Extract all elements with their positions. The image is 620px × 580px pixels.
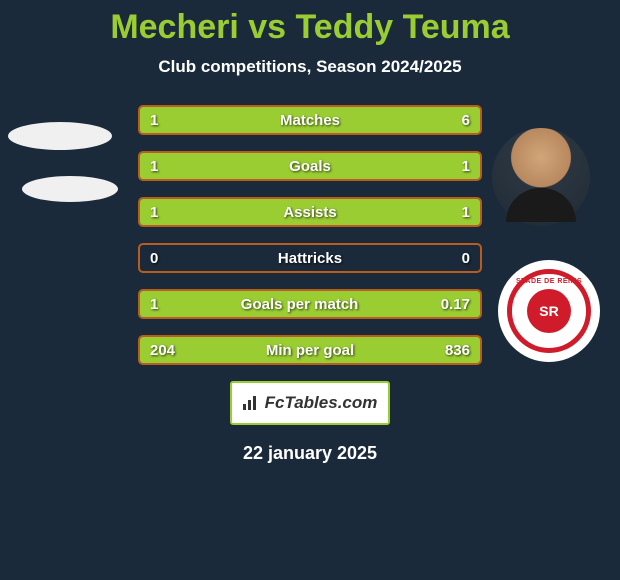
player-left-avatar-placeholder bbox=[8, 122, 112, 150]
stat-row: 1 Assists 1 bbox=[138, 197, 482, 227]
stat-label: Min per goal bbox=[266, 342, 354, 359]
stat-row: 0 Hattricks 0 bbox=[138, 243, 482, 273]
row-overlay: 1 Goals 1 bbox=[140, 153, 480, 179]
player-right-club-crest: STADE DE REIMS SR bbox=[498, 260, 600, 362]
row-overlay: 1 Goals per match 0.17 bbox=[140, 291, 480, 317]
stat-value-left: 1 bbox=[150, 296, 158, 313]
player-left-club-placeholder bbox=[22, 176, 118, 202]
bars-icon bbox=[243, 396, 261, 410]
logo-text: FcTables.com bbox=[265, 393, 378, 413]
stat-label: Goals per match bbox=[241, 296, 359, 313]
row-overlay: 1 Matches 6 bbox=[140, 107, 480, 133]
stat-value-left: 204 bbox=[150, 342, 175, 359]
stat-value-right: 6 bbox=[462, 112, 470, 129]
stat-value-left: 1 bbox=[150, 158, 158, 175]
stat-value-right: 1 bbox=[462, 204, 470, 221]
season-subtitle: Club competitions, Season 2024/2025 bbox=[0, 57, 620, 77]
row-overlay: 204 Min per goal 836 bbox=[140, 337, 480, 363]
stat-label: Assists bbox=[283, 204, 336, 221]
stat-label: Hattricks bbox=[278, 250, 342, 267]
stat-row: 204 Min per goal 836 bbox=[138, 335, 482, 365]
stat-row: 1 Matches 6 bbox=[138, 105, 482, 135]
crest-ring: STADE DE REIMS SR bbox=[507, 269, 591, 353]
stat-value-right: 0 bbox=[462, 250, 470, 267]
stat-row: 1 Goals per match 0.17 bbox=[138, 289, 482, 319]
player-right-avatar bbox=[492, 128, 590, 226]
crest-top-text: STADE DE REIMS bbox=[516, 278, 582, 285]
stat-value-left: 0 bbox=[150, 250, 158, 267]
page-title: Mecheri vs Teddy Teuma bbox=[0, 8, 620, 47]
stat-label: Matches bbox=[280, 112, 340, 129]
comparison-card: Mecheri vs Teddy Teuma Club competitions… bbox=[0, 0, 620, 464]
row-overlay: 0 Hattricks 0 bbox=[140, 245, 480, 271]
stat-value-right: 1 bbox=[462, 158, 470, 175]
crest-initials: SR bbox=[539, 303, 558, 319]
stat-value-left: 1 bbox=[150, 204, 158, 221]
stat-label: Goals bbox=[289, 158, 331, 175]
stat-value-right: 0.17 bbox=[441, 296, 470, 313]
row-overlay: 1 Assists 1 bbox=[140, 199, 480, 225]
stat-value-left: 1 bbox=[150, 112, 158, 129]
fctables-logo: FcTables.com bbox=[230, 381, 390, 425]
stat-value-right: 836 bbox=[445, 342, 470, 359]
stat-row: 1 Goals 1 bbox=[138, 151, 482, 181]
snapshot-date: 22 january 2025 bbox=[0, 443, 620, 464]
stats-block: 1 Matches 6 1 Goals 1 1 Assists 1 0 Hattricks 0 1 Goa… bbox=[138, 105, 482, 365]
